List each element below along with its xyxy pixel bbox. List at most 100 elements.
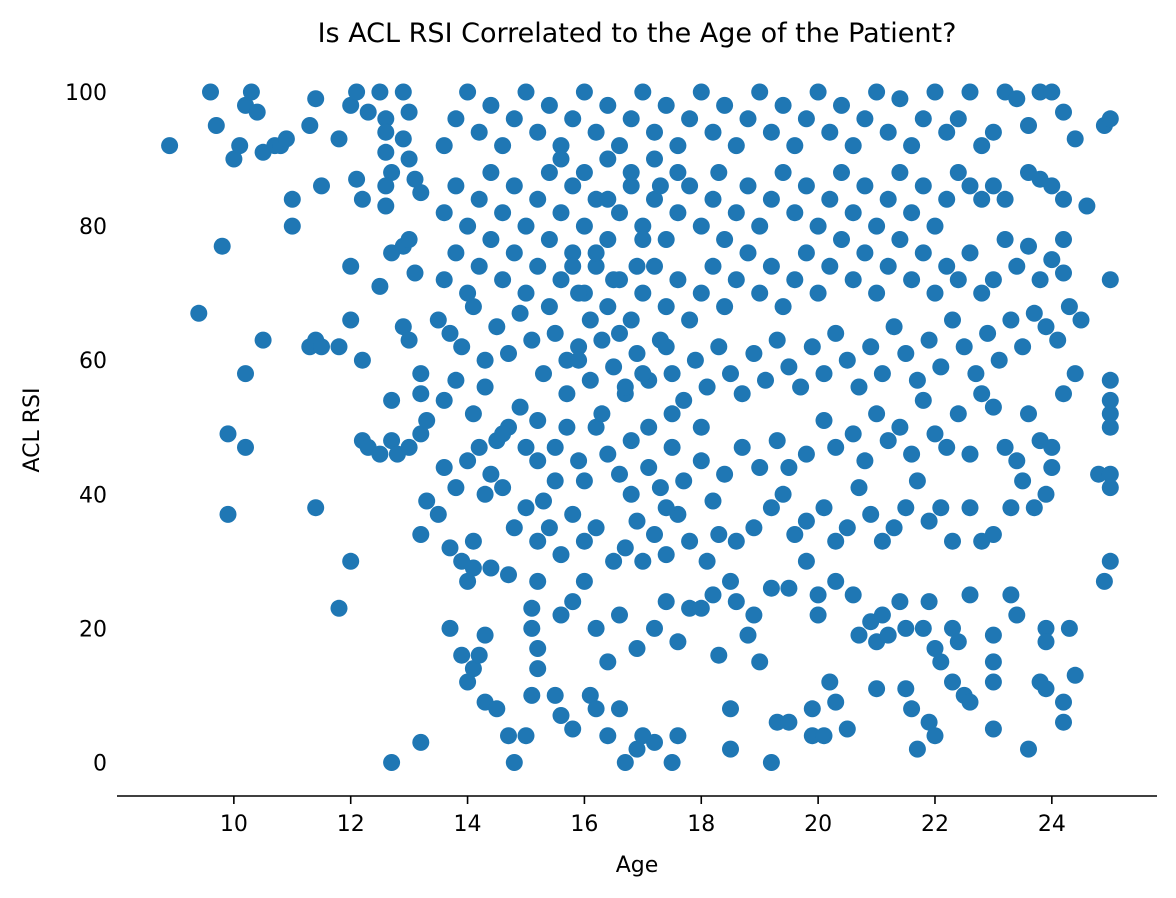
x-tick-label: 16 — [570, 812, 598, 837]
scatter-point — [470, 123, 488, 141]
scatter-points — [161, 83, 1119, 771]
scatter-point — [1101, 110, 1119, 128]
scatter-point — [827, 532, 845, 550]
scatter-point — [979, 324, 997, 342]
scatter-point — [494, 425, 512, 443]
scatter-point — [540, 96, 558, 114]
scatter-point — [844, 271, 862, 289]
scatter-point — [984, 123, 1002, 141]
scatter-point — [745, 345, 763, 362]
scatter-point — [797, 552, 815, 570]
scatter-point — [552, 137, 570, 155]
scatter-point — [838, 720, 856, 738]
scatter-point — [207, 117, 225, 134]
scatter-point — [523, 619, 541, 637]
scatter-point — [552, 606, 570, 624]
scatter-point — [459, 452, 477, 470]
scatter-point — [1043, 438, 1061, 456]
scatter-point — [984, 673, 1002, 691]
scatter-point — [564, 593, 582, 611]
scatter-point — [599, 150, 617, 168]
scatter-point — [879, 123, 897, 141]
scatter-point — [517, 438, 535, 456]
scatter-point — [716, 298, 734, 316]
scatter-point — [990, 351, 1008, 369]
scatter-point — [464, 298, 482, 316]
scatter-point — [622, 177, 640, 195]
scatter-point — [622, 311, 640, 329]
scatter-point — [681, 311, 699, 329]
scatter-point — [657, 96, 675, 114]
scatter-point — [646, 526, 663, 543]
scatter-point — [809, 586, 827, 604]
scatter-point — [762, 123, 780, 141]
scatter-point — [827, 693, 845, 711]
scatter-point — [938, 123, 956, 141]
scatter-point — [237, 365, 254, 383]
scatter-point — [400, 103, 418, 121]
scatter-point — [833, 164, 850, 181]
scatter-point — [330, 599, 348, 617]
scatter-point — [488, 700, 506, 718]
scatter-point — [891, 231, 909, 248]
scatter-point — [587, 519, 605, 537]
scatter-point — [540, 298, 558, 316]
scatter-point — [786, 137, 804, 155]
scatter-point — [657, 593, 675, 611]
scatter-point — [353, 351, 371, 369]
scatter-point — [464, 405, 482, 423]
scatter-point — [786, 271, 804, 289]
scatter-point — [529, 257, 547, 275]
scatter-point — [797, 244, 815, 262]
scatter-point — [1025, 499, 1043, 517]
scatter-point — [564, 505, 582, 523]
scatter-point — [575, 83, 593, 101]
scatter-point — [464, 532, 482, 550]
scatter-point — [716, 465, 734, 483]
scatter-point — [599, 445, 617, 463]
scatter-point — [739, 110, 757, 128]
scatter-point — [914, 391, 932, 409]
scatter-point — [727, 137, 745, 155]
scatter-point — [739, 177, 757, 195]
scatter-point — [920, 512, 938, 530]
scatter-point — [961, 83, 979, 101]
scatter-point — [727, 204, 745, 222]
scatter-point — [891, 164, 909, 181]
scatter-point — [774, 164, 792, 181]
scatter-point — [476, 485, 494, 503]
scatter-point — [447, 244, 465, 262]
scatter-point — [657, 231, 675, 248]
scatter-point — [1101, 271, 1119, 289]
scatter-point — [926, 217, 944, 235]
scatter-point — [856, 452, 874, 470]
scatter-point — [774, 298, 792, 316]
scatter-point — [739, 626, 757, 644]
scatter-point — [383, 391, 401, 409]
scatter-point — [383, 432, 401, 450]
scatter-point — [377, 143, 395, 161]
scatter-point — [500, 345, 517, 362]
scatter-point — [435, 391, 453, 409]
scatter-point — [1008, 452, 1026, 470]
scatter-point — [727, 593, 745, 611]
scatter-point — [587, 257, 605, 275]
scatter-point — [669, 204, 687, 222]
scatter-point — [1072, 311, 1090, 329]
scatter-point — [622, 164, 640, 181]
scatter-point — [277, 130, 295, 148]
scatter-point — [961, 693, 979, 711]
scatter-point — [1008, 606, 1026, 624]
scatter-point — [710, 164, 728, 181]
scatter-point — [1002, 311, 1020, 329]
scatter-point — [774, 96, 792, 114]
scatter-point — [307, 90, 325, 108]
scatter-point — [873, 532, 891, 550]
scatter-point — [1014, 338, 1032, 356]
scatter-point — [599, 653, 617, 671]
scatter-point — [751, 653, 769, 671]
scatter-point — [686, 351, 704, 369]
scatter-point — [856, 244, 874, 262]
scatter-point — [657, 298, 675, 316]
scatter-point — [1043, 459, 1061, 476]
